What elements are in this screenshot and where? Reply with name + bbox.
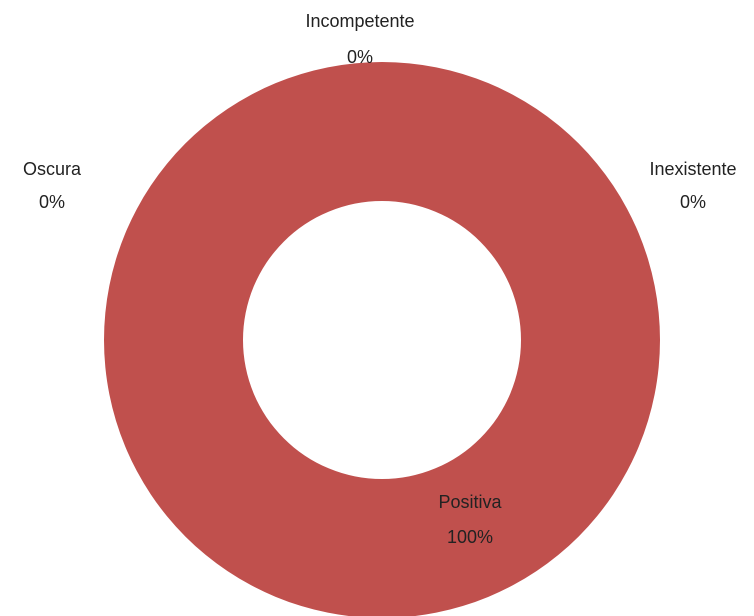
- donut-slice: [104, 62, 660, 616]
- slice-value-label: 0%: [347, 47, 373, 67]
- slice-label: Oscura: [23, 159, 82, 179]
- slice-value-label: 0%: [680, 192, 706, 212]
- slice-label: Inexistente: [649, 159, 736, 179]
- slice-label: Positiva: [438, 492, 502, 512]
- slice-value-label: 100%: [447, 527, 493, 547]
- slice-value-label: 0%: [39, 192, 65, 212]
- slice-label: Incompetente: [305, 11, 414, 31]
